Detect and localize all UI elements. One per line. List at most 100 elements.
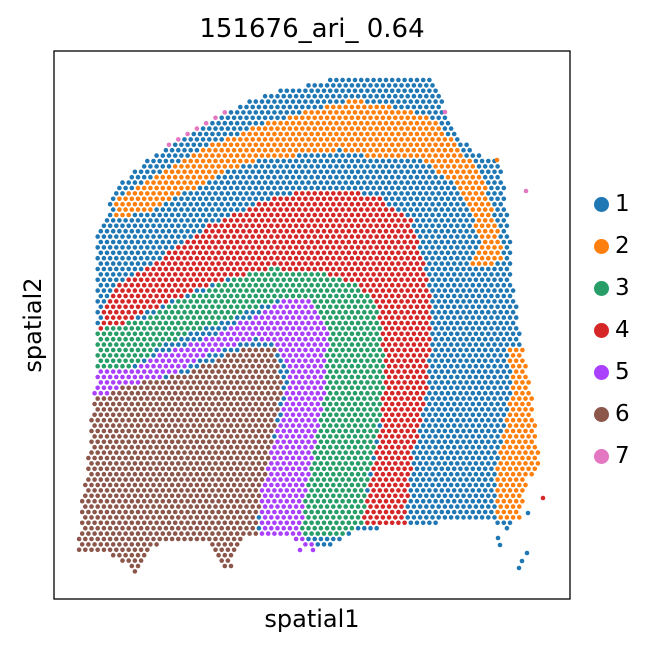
spot [389,488,395,493]
spot [445,347,451,353]
spot [482,282,488,288]
spot [135,380,141,385]
spot [408,466,414,472]
spot [216,131,221,137]
spot [368,255,373,261]
spot [151,428,156,434]
spot [349,482,355,488]
spot [265,455,271,461]
spot [377,304,383,310]
spot [396,412,401,418]
spot [234,498,240,504]
spot [451,444,457,450]
spot [451,239,457,245]
spot [293,191,299,196]
spot [482,304,488,310]
spot [352,282,358,288]
spot [179,336,184,342]
spot [101,353,107,358]
spot [182,201,187,207]
spot [114,342,119,347]
spot [489,315,494,320]
spot [98,477,104,482]
spot [442,115,448,121]
spot [352,153,358,158]
spot [399,137,404,142]
spot [309,261,314,266]
spot [117,412,122,418]
spot [458,466,463,472]
spot [197,390,203,396]
spot [176,320,181,326]
spot [262,223,268,229]
spot [110,434,116,439]
spot [365,239,370,245]
spot [458,185,463,191]
spot [247,498,252,504]
spot [414,196,420,202]
spot [120,277,125,283]
spot [95,374,100,380]
spot [231,482,237,488]
spot [203,455,209,461]
spot [492,277,497,283]
spot [179,369,184,374]
spot [374,212,380,218]
spot [259,412,265,418]
spot [241,293,246,299]
spot [179,455,184,461]
spot [389,207,395,212]
spot [489,466,494,472]
spot [166,250,172,256]
spot [343,331,349,337]
spot [358,164,364,169]
spot [200,245,206,250]
spot [334,88,339,94]
spot [501,390,507,396]
spot [309,142,314,148]
spot [517,396,522,401]
spot [349,439,355,445]
spot [157,288,162,293]
spot [327,196,333,202]
spot [377,358,383,364]
spot [284,336,290,342]
spot [377,174,383,180]
spot [417,407,423,412]
spot [179,293,184,299]
spot [352,326,358,331]
spot [473,342,479,347]
spot [349,428,355,434]
spot [377,336,383,342]
spot [358,326,364,331]
spot [374,493,380,499]
spot [145,223,150,229]
spot [138,363,144,369]
spot [355,234,361,239]
spot [228,336,234,342]
spot [145,266,150,272]
spot [343,255,349,261]
spot [346,99,352,104]
spot [126,396,131,401]
spot [287,115,293,121]
spot [287,428,293,434]
spot [185,326,190,331]
spot [281,417,287,423]
spot [141,390,147,396]
spot [141,218,147,223]
spot [172,455,178,461]
spot [464,174,469,180]
spot [172,142,178,148]
spot [262,255,268,261]
spot [272,131,277,137]
spot [346,120,352,126]
spot [374,126,380,131]
spot [352,239,358,245]
spot [95,417,100,423]
spot [337,428,342,434]
spot [151,212,156,218]
spot [389,444,395,450]
spot [188,342,193,347]
spot [256,191,262,196]
